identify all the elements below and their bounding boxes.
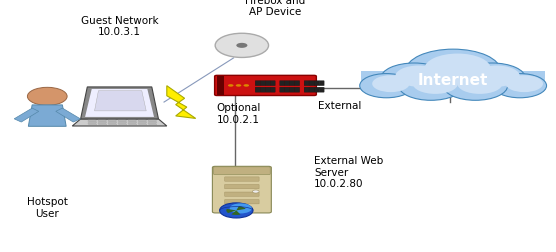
Polygon shape (148, 123, 157, 125)
Polygon shape (108, 123, 117, 125)
Circle shape (236, 43, 247, 48)
Polygon shape (128, 122, 137, 123)
Polygon shape (98, 123, 107, 125)
Polygon shape (167, 86, 196, 118)
Circle shape (473, 66, 520, 87)
FancyBboxPatch shape (290, 81, 295, 86)
FancyBboxPatch shape (285, 81, 290, 86)
FancyBboxPatch shape (255, 81, 260, 86)
FancyBboxPatch shape (319, 81, 324, 86)
FancyBboxPatch shape (304, 81, 309, 86)
Polygon shape (95, 91, 146, 111)
Polygon shape (56, 108, 81, 122)
Polygon shape (88, 122, 97, 123)
Polygon shape (138, 122, 147, 123)
Polygon shape (81, 87, 158, 119)
Circle shape (236, 84, 241, 87)
Polygon shape (85, 89, 154, 117)
FancyBboxPatch shape (260, 87, 265, 92)
FancyBboxPatch shape (314, 81, 319, 86)
Polygon shape (118, 123, 127, 125)
Circle shape (360, 74, 413, 98)
FancyBboxPatch shape (215, 75, 316, 96)
FancyBboxPatch shape (265, 87, 270, 92)
Polygon shape (128, 120, 137, 121)
FancyBboxPatch shape (290, 87, 295, 92)
Polygon shape (148, 120, 157, 121)
Circle shape (413, 73, 458, 94)
Text: External Web
Server
10.0.2.80: External Web Server 10.0.2.80 (314, 156, 384, 189)
Circle shape (381, 63, 448, 93)
Circle shape (220, 203, 253, 218)
FancyBboxPatch shape (309, 81, 314, 86)
Polygon shape (88, 123, 97, 125)
Text: Optional
10.0.2.1: Optional 10.0.2.1 (217, 103, 261, 125)
Polygon shape (28, 105, 66, 126)
Circle shape (228, 84, 234, 87)
FancyBboxPatch shape (265, 81, 270, 86)
Circle shape (395, 66, 442, 87)
FancyBboxPatch shape (309, 87, 314, 92)
FancyBboxPatch shape (225, 200, 259, 204)
Circle shape (443, 71, 508, 100)
Circle shape (505, 75, 543, 92)
FancyBboxPatch shape (212, 166, 271, 213)
Circle shape (406, 49, 500, 92)
FancyBboxPatch shape (214, 167, 270, 175)
Polygon shape (108, 122, 117, 123)
Wedge shape (226, 209, 236, 213)
FancyBboxPatch shape (295, 87, 300, 92)
Text: External: External (318, 101, 361, 111)
Polygon shape (217, 76, 224, 94)
Text: Firebox and
AP Device: Firebox and AP Device (245, 0, 305, 17)
Circle shape (457, 73, 503, 94)
Circle shape (244, 84, 249, 87)
Polygon shape (108, 120, 117, 121)
Polygon shape (138, 123, 147, 125)
Wedge shape (236, 206, 246, 210)
Circle shape (372, 75, 410, 92)
FancyBboxPatch shape (225, 192, 259, 196)
FancyBboxPatch shape (295, 81, 300, 86)
Circle shape (459, 63, 525, 93)
FancyBboxPatch shape (260, 81, 265, 86)
Wedge shape (231, 210, 241, 215)
Polygon shape (138, 120, 147, 121)
FancyBboxPatch shape (225, 184, 259, 189)
Text: Guest Network
10.0.3.1: Guest Network 10.0.3.1 (81, 16, 158, 37)
Polygon shape (118, 120, 127, 121)
Circle shape (230, 203, 252, 213)
FancyBboxPatch shape (255, 87, 260, 92)
Polygon shape (98, 122, 107, 123)
Polygon shape (98, 120, 107, 121)
Circle shape (399, 71, 463, 100)
Circle shape (425, 54, 490, 84)
Polygon shape (72, 119, 167, 126)
FancyBboxPatch shape (304, 87, 309, 92)
FancyBboxPatch shape (270, 87, 275, 92)
FancyBboxPatch shape (280, 81, 285, 86)
FancyBboxPatch shape (285, 87, 290, 92)
Polygon shape (118, 122, 127, 123)
Circle shape (215, 33, 269, 57)
Polygon shape (14, 108, 39, 122)
FancyBboxPatch shape (314, 87, 319, 92)
Text: Internet: Internet (418, 73, 488, 88)
Circle shape (27, 87, 67, 105)
FancyBboxPatch shape (319, 87, 324, 92)
Polygon shape (148, 122, 157, 123)
Circle shape (493, 74, 547, 98)
FancyBboxPatch shape (280, 87, 285, 92)
FancyBboxPatch shape (225, 177, 259, 181)
Polygon shape (88, 120, 97, 121)
Text: Hotspot
User: Hotspot User (27, 197, 68, 219)
Polygon shape (361, 71, 545, 91)
FancyBboxPatch shape (270, 81, 275, 86)
Circle shape (252, 190, 259, 193)
Polygon shape (128, 123, 137, 125)
